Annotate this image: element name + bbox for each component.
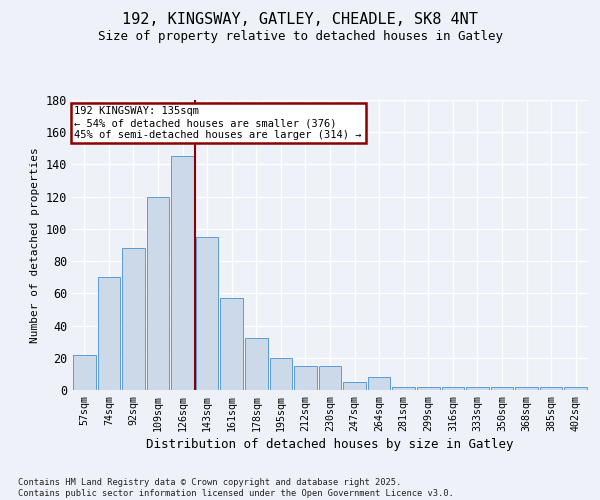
Bar <box>319 366 341 390</box>
Y-axis label: Number of detached properties: Number of detached properties <box>30 147 40 343</box>
Bar <box>98 277 120 390</box>
Bar <box>565 387 587 390</box>
Text: 192, KINGSWAY, GATLEY, CHEADLE, SK8 4NT: 192, KINGSWAY, GATLEY, CHEADLE, SK8 4NT <box>122 12 478 28</box>
Bar <box>171 156 194 390</box>
Bar <box>146 196 169 390</box>
Bar <box>343 382 366 390</box>
Text: 192 KINGSWAY: 135sqm
← 54% of detached houses are smaller (376)
45% of semi-deta: 192 KINGSWAY: 135sqm ← 54% of detached h… <box>74 106 362 140</box>
Bar <box>466 387 489 390</box>
Bar <box>196 237 218 390</box>
Bar <box>245 338 268 390</box>
Bar <box>515 387 538 390</box>
Bar <box>220 298 243 390</box>
Bar <box>491 387 514 390</box>
Text: Contains HM Land Registry data © Crown copyright and database right 2025.
Contai: Contains HM Land Registry data © Crown c… <box>18 478 454 498</box>
Text: Size of property relative to detached houses in Gatley: Size of property relative to detached ho… <box>97 30 503 43</box>
Bar <box>269 358 292 390</box>
Bar <box>73 354 95 390</box>
Bar <box>122 248 145 390</box>
Bar <box>442 387 464 390</box>
Bar <box>368 377 391 390</box>
Bar <box>417 387 440 390</box>
Bar <box>540 387 562 390</box>
Bar <box>294 366 317 390</box>
X-axis label: Distribution of detached houses by size in Gatley: Distribution of detached houses by size … <box>146 438 514 451</box>
Bar <box>392 387 415 390</box>
